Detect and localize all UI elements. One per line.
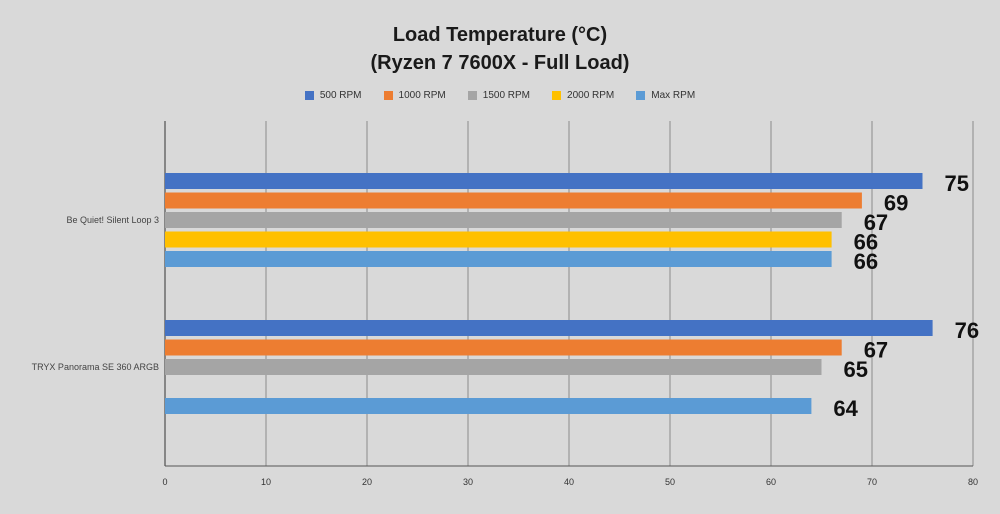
x-tick-label: 30 (463, 477, 473, 487)
legend-item: 1500 RPM (467, 90, 531, 101)
legend-swatch (636, 91, 646, 100)
bar (165, 231, 832, 248)
bar (165, 359, 822, 375)
bar (165, 320, 933, 336)
legend-label: 2000 RPM (567, 90, 615, 101)
data-label: 64 (833, 396, 858, 421)
bar (165, 173, 923, 189)
x-tick-label: 60 (766, 477, 776, 487)
x-tick-label: 50 (665, 477, 675, 487)
data-label: 65 (844, 357, 868, 382)
category-label: TRYX Panorama SE 360 ARGB (32, 362, 159, 372)
legend-item: 500 RPM (304, 90, 362, 101)
data-label: 67 (864, 210, 888, 235)
bar (165, 212, 842, 228)
legend-item: Max RPM (636, 90, 695, 101)
legend-item: 2000 RPM (552, 90, 614, 101)
legend-label: 1000 RPM (398, 90, 446, 101)
data-label: 66 (854, 249, 878, 274)
bar (165, 398, 812, 414)
legend-label: Max RPM (651, 90, 696, 101)
x-tick-label: 10 (261, 477, 271, 487)
x-tick-label: 0 (162, 477, 167, 487)
legend-label: 500 RPM (319, 90, 362, 101)
legend-swatch (304, 91, 314, 100)
bar (165, 339, 842, 356)
legend-swatch (552, 91, 562, 100)
chart-subtitle: (Ryzen 7 7600X - Full Load) (370, 52, 630, 74)
data-label: 75 (945, 171, 969, 196)
x-tick-label: 70 (867, 477, 877, 487)
legend-item: 1000 RPM (383, 90, 446, 101)
legend: 500 RPM 1000 RPM 1500 RPM 2000 RPM Max RPM (0, 90, 1000, 101)
x-tick-label: 20 (362, 477, 372, 487)
bar (165, 251, 832, 267)
x-tick-label: 40 (564, 477, 574, 487)
data-label: 67 (864, 338, 888, 363)
category-label: Be Quiet! Silent Loop 3 (66, 215, 159, 225)
legend-swatch (467, 91, 477, 100)
legend-swatch (383, 91, 393, 100)
bar (165, 192, 862, 209)
data-label: 76 (955, 318, 979, 343)
x-tick-label: 80 (968, 477, 978, 487)
data-label: 69 (884, 191, 908, 216)
chart-title: Load Temperature (°C) (392, 24, 608, 46)
legend-label: 1500 RPM (482, 90, 531, 101)
data-label: 66 (854, 230, 878, 255)
